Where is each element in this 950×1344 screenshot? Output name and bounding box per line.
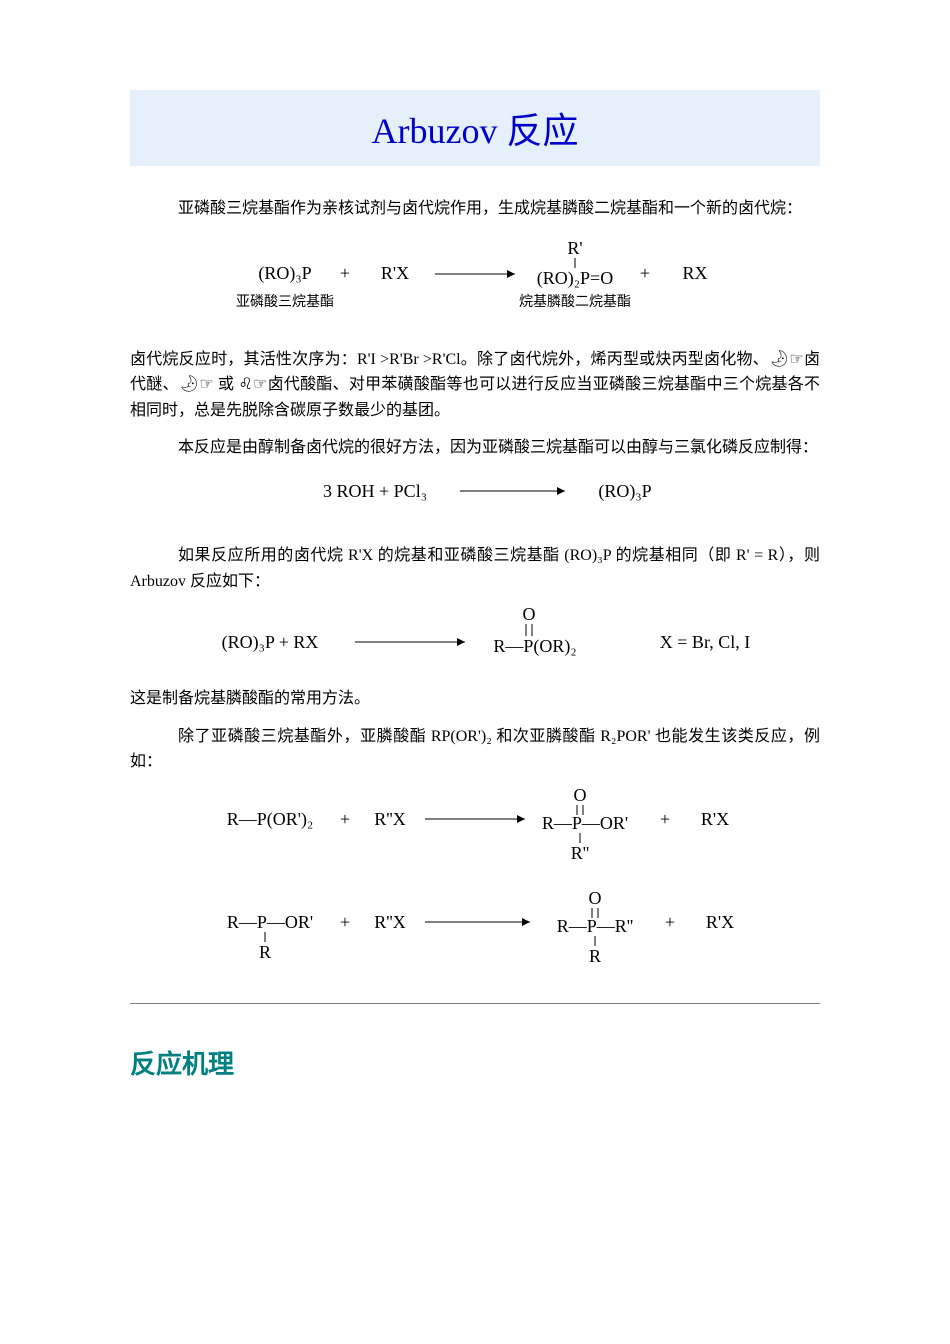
eq5-o: O — [589, 890, 602, 908]
eq4-rbot: R'' — [571, 843, 590, 863]
eq5-r2: R'X — [706, 912, 734, 932]
eq1-label-left: 亚磷酸三烷基酯 — [236, 293, 334, 310]
paragraph-3: 本反应是由醇制备卤代烷的很好方法，因为亚磷酸三烷基酯可以由醇与三氯化磷反应制得： — [130, 435, 820, 461]
equation-2: 3 ROH + PCl₃ (RO)₃P — [130, 473, 820, 513]
symbol-3: ♌︎☞ — [238, 376, 267, 393]
eq5-l2: R''X — [374, 912, 406, 932]
paragraph-6: 除了亚磷酸三烷基酯外，亚膦酸酯 RP(OR')₂ 和次亚膦酸酯 R₂POR' 也… — [130, 724, 820, 775]
eq5-lmid: R—P—OR' — [227, 912, 313, 932]
svg-text:+: + — [340, 809, 350, 829]
paragraph-4: 如果反应所用的卤代烷 R'X 的烷基和亚磷酸三烷基酯 (RO)₃P 的烷基相同（… — [130, 543, 820, 594]
title-cn: 反应 — [506, 111, 578, 151]
paragraph-1: 亚磷酸三烷基酯作为亲核试剂与卤代烷作用，生成烷基膦酸二烷基酯和一个新的卤代烷： — [130, 196, 820, 222]
eq1-plus1: + — [340, 263, 350, 283]
symbol-1: 🌛︎☞ — [769, 351, 804, 368]
svg-text:+: + — [340, 912, 350, 932]
eq1-plus2: + — [640, 263, 650, 283]
paragraph-5: 这是制备烷基膦酸酯的常用方法。 — [130, 686, 820, 712]
eq1-rmain: (RO)₂P=O — [537, 268, 613, 289]
eq3-right: R—P(OR)₂ — [493, 636, 576, 657]
equation-3: (RO)₃P + RX O R—P(OR)₂ X = Br, Cl, I — [130, 606, 820, 666]
eq3-o: O — [523, 606, 536, 624]
eq1-rtop: R' — [567, 238, 582, 258]
eq5-rmid: R—P—R'' — [557, 916, 634, 936]
eq4-o: O — [574, 787, 587, 805]
eq5-rbot: R — [589, 946, 601, 966]
eq1-r2: RX — [682, 263, 707, 283]
page-title: Arbuzov 反应 — [130, 102, 820, 154]
eq1-left1: (RO)₃P — [258, 263, 311, 284]
eq2-right: (RO)₃P — [598, 481, 651, 502]
title-block: Arbuzov 反应 — [130, 90, 820, 166]
equation-1: (RO)₃P + R'X R' (RO)₂P=O + RX 亚磷酸三烷基酯 烷基… — [130, 234, 820, 329]
eq1-label-right: 烷基膦酸二烷基酯 — [519, 293, 631, 310]
svg-text:+: + — [660, 809, 670, 829]
section-heading-mechanism: 反应机理 — [130, 1044, 820, 1081]
symbol-2: 🌛︎☞ — [179, 376, 214, 393]
eq4-l1: R—P(OR')₂ — [227, 809, 314, 830]
eq4-rmid: R—P—OR' — [542, 813, 628, 833]
section-divider — [130, 1003, 820, 1004]
eq3-note: X = Br, Cl, I — [660, 632, 750, 652]
eq4-l2: R''X — [374, 809, 406, 829]
eq5-lbot: R — [259, 942, 271, 962]
eq2-left: 3 ROH + PCl₃ — [323, 481, 427, 501]
eq3-left: (RO)₃P + RX — [222, 632, 319, 653]
equation-5: R—P—OR' R + R''X O R—P—R'' R + R'X — [130, 890, 820, 975]
equation-4: R—P(OR')₂ + R''X O R—P—OR' R'' + R'X — [130, 787, 820, 872]
para2-c: 或 — [214, 376, 239, 393]
paragraph-2: 卤代烷反应时，其活性次序为：R'I >R'Br >R'Cl。除了卤代烷外，烯丙型… — [130, 347, 820, 424]
eq4-r2: R'X — [701, 809, 729, 829]
title-latin: Arbuzov — [372, 111, 498, 151]
svg-text:+: + — [665, 912, 675, 932]
eq1-left2: R'X — [381, 263, 409, 283]
para2-a: 卤代烷反应时，其活性次序为：R'I >R'Br >R'Cl。除了卤代烷外，烯丙型… — [130, 351, 769, 368]
